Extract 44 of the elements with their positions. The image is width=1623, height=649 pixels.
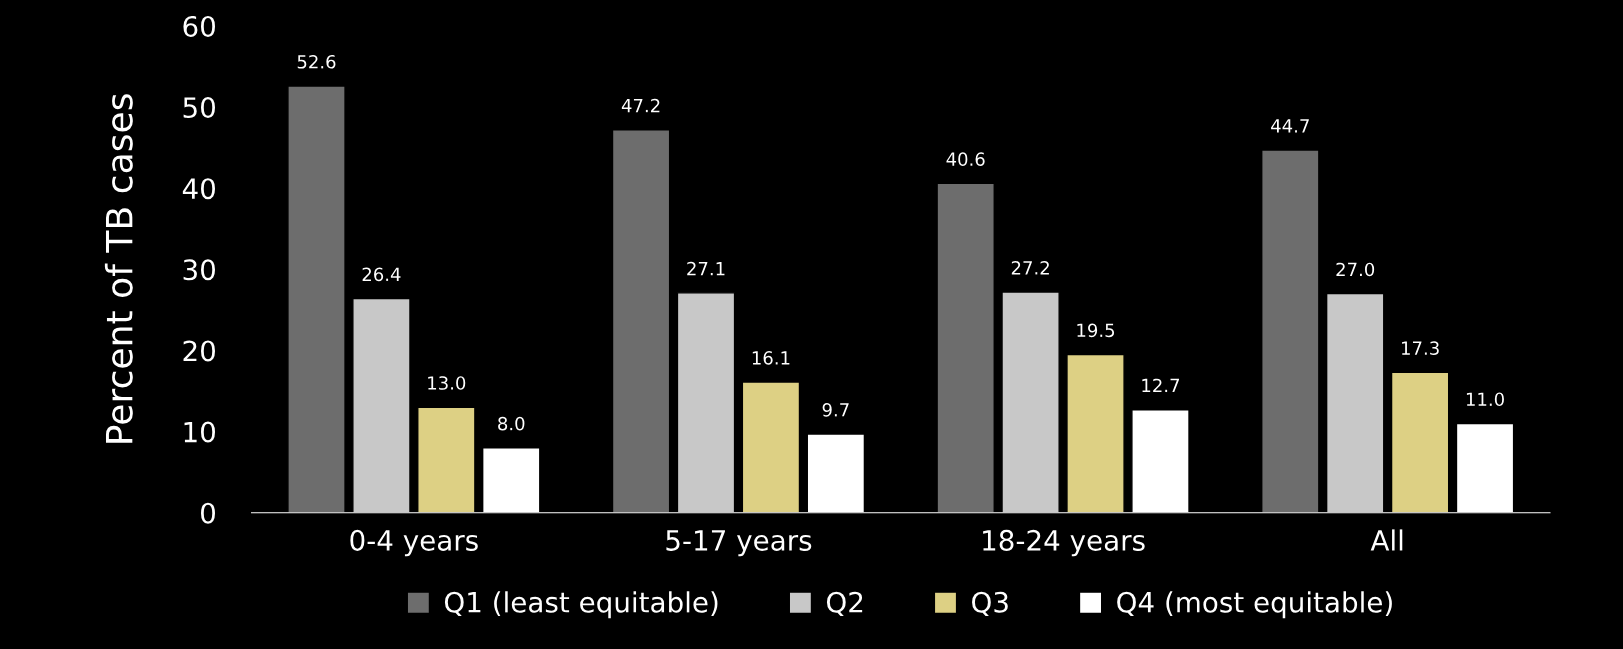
legend-label: Q2 xyxy=(826,591,863,616)
x-tick-label: 0-4 years xyxy=(350,529,478,557)
data-label: 52.6 xyxy=(297,54,336,69)
data-label: 47.2 xyxy=(621,98,660,113)
data-label: 16.1 xyxy=(752,351,790,365)
bar xyxy=(1001,291,1060,513)
data-label: 27.2 xyxy=(1011,261,1049,275)
x-tick-label: 18-24 years xyxy=(983,529,1145,557)
y-tick-label: 10 xyxy=(184,421,215,443)
data-label: 11.0 xyxy=(1466,392,1504,407)
bar xyxy=(1325,292,1385,513)
data-label: 27.1 xyxy=(687,261,725,276)
x-tick-label: All xyxy=(1370,529,1403,551)
y-tick-label: 40 xyxy=(182,178,215,200)
bar xyxy=(611,129,671,513)
bar xyxy=(676,292,736,513)
bar xyxy=(1261,149,1320,513)
data-label: 13.0 xyxy=(428,376,466,390)
data-label: 17.3 xyxy=(1402,341,1439,355)
bar xyxy=(352,297,411,513)
data-label: 40.6 xyxy=(946,152,985,166)
y-tick-label: 20 xyxy=(183,340,215,362)
data-label: 44.7 xyxy=(1271,119,1309,133)
legend-label: Q1 (least equitable) xyxy=(444,591,718,619)
bar xyxy=(417,406,476,513)
data-label: 8.0 xyxy=(498,416,525,431)
data-label: 26.4 xyxy=(362,267,401,282)
y-tick-label: 0 xyxy=(201,502,215,524)
bar xyxy=(1066,353,1125,513)
bar xyxy=(1390,371,1450,513)
bar xyxy=(287,85,346,513)
x-tick-label: 5-17 years xyxy=(666,530,812,557)
data-label: 27.0 xyxy=(1336,262,1375,277)
data-label: 19.5 xyxy=(1077,323,1115,338)
legend-label: Q3 xyxy=(972,591,1008,616)
y-tick-label: 50 xyxy=(183,97,215,119)
legend-label: Q4 (most equitable) xyxy=(1117,591,1392,619)
bar xyxy=(936,182,995,513)
y-tick-label: 30 xyxy=(183,259,215,281)
y-tick-label: 60 xyxy=(183,15,215,37)
data-label: 12.7 xyxy=(1142,378,1179,393)
bar xyxy=(741,381,801,513)
y-axis-title: Percent of TB cases xyxy=(104,94,133,443)
data-label: 9.7 xyxy=(822,402,849,417)
